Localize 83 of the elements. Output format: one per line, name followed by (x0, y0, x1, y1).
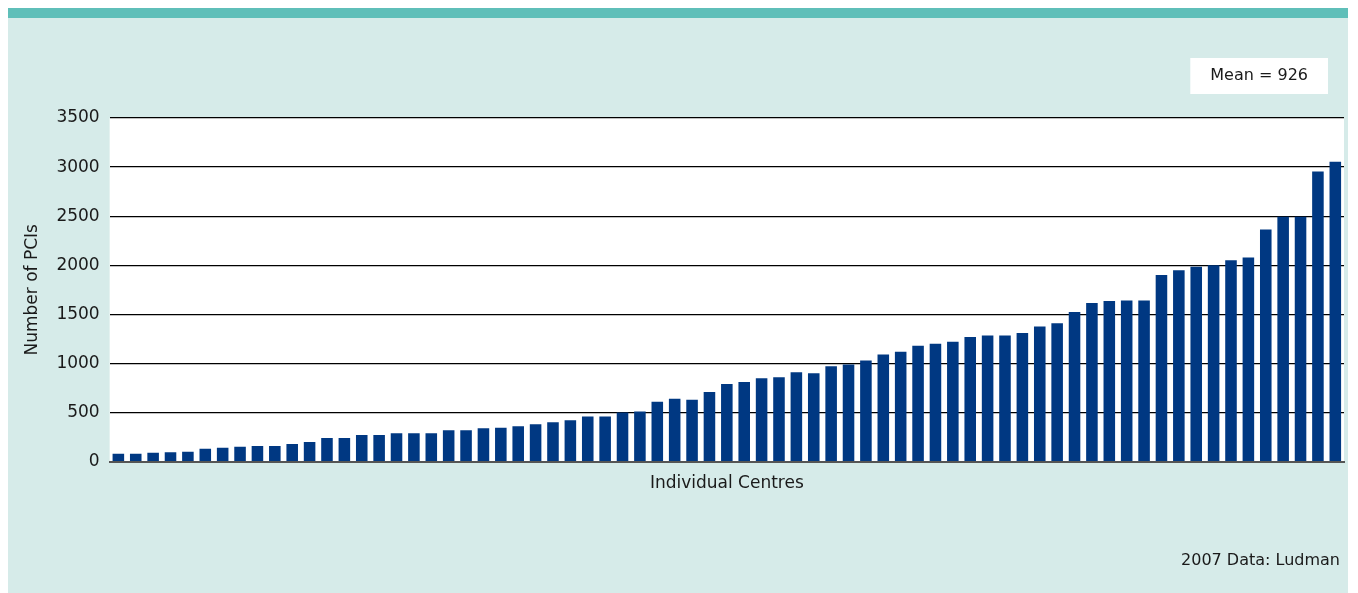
bar (1173, 270, 1185, 461)
bar (912, 345, 924, 461)
bar (668, 398, 681, 461)
bar (773, 377, 785, 461)
x-axis-title: Individual Centres (649, 472, 804, 493)
bar (286, 443, 298, 461)
text: Mean = 926 (1210, 65, 1308, 85)
y-tick-label: 3000 (56, 155, 100, 176)
bar (964, 336, 976, 461)
bar (1051, 323, 1063, 461)
bar (1086, 303, 1098, 461)
bar (1207, 265, 1220, 461)
bar (512, 426, 524, 461)
bar (634, 411, 646, 461)
y-tick-label: 1000 (56, 351, 100, 372)
bar (1312, 171, 1324, 461)
bar (460, 430, 472, 461)
y-tick-label: 2500 (56, 204, 100, 225)
bar (999, 335, 1011, 461)
y-tick-label: 500 (67, 400, 100, 421)
bar (1033, 326, 1046, 461)
bar (1294, 216, 1307, 461)
text: 2007 Data: Ludman (1181, 550, 1340, 570)
bar (825, 366, 837, 461)
bar (1277, 216, 1289, 461)
bar (877, 354, 890, 461)
bar (164, 452, 177, 461)
bar (147, 452, 159, 461)
bar (442, 430, 455, 461)
bar (1068, 311, 1081, 461)
bar (182, 451, 194, 461)
bar (581, 416, 594, 461)
bar (269, 445, 281, 461)
bar (1225, 260, 1237, 461)
y-tick-label: 2000 (56, 253, 100, 274)
bar (1016, 333, 1029, 461)
bar (599, 416, 611, 461)
bar (651, 401, 664, 461)
bar (721, 384, 733, 461)
bar (338, 438, 351, 461)
bar (495, 427, 507, 461)
bar (547, 422, 559, 461)
bar (251, 445, 264, 461)
bar (981, 335, 994, 461)
bar (408, 433, 420, 461)
bar (703, 391, 716, 461)
y-tick-label: 1500 (56, 302, 100, 323)
bar (199, 448, 212, 461)
bar (807, 373, 820, 461)
bar (216, 447, 229, 461)
bar (355, 435, 368, 461)
bar (894, 351, 907, 461)
bar (234, 446, 246, 461)
bar (129, 453, 142, 461)
bar (477, 428, 490, 461)
bar (425, 433, 438, 461)
bar (529, 424, 542, 461)
bar (112, 453, 125, 461)
bar (947, 341, 959, 461)
y-axis-title: Number of PCIs (20, 223, 41, 356)
bar (686, 399, 698, 461)
bar (1190, 266, 1203, 461)
bar (616, 412, 629, 461)
bar (564, 420, 577, 461)
bar (373, 435, 385, 461)
bar (842, 364, 855, 461)
bar (390, 433, 403, 461)
bar (1329, 161, 1342, 461)
bar (303, 441, 316, 461)
bar (1120, 300, 1133, 461)
bar (1259, 229, 1272, 461)
bar (1155, 275, 1168, 461)
y-tick-label: 0 (88, 450, 100, 471)
bar (1103, 301, 1116, 461)
bar (1242, 257, 1255, 461)
y-tick-label: 3500 (56, 106, 100, 127)
bar (321, 438, 333, 461)
bar (929, 343, 942, 461)
bar (755, 378, 768, 461)
bar (1138, 300, 1150, 461)
bar (790, 372, 803, 461)
bar (738, 382, 750, 461)
bar (860, 360, 872, 461)
